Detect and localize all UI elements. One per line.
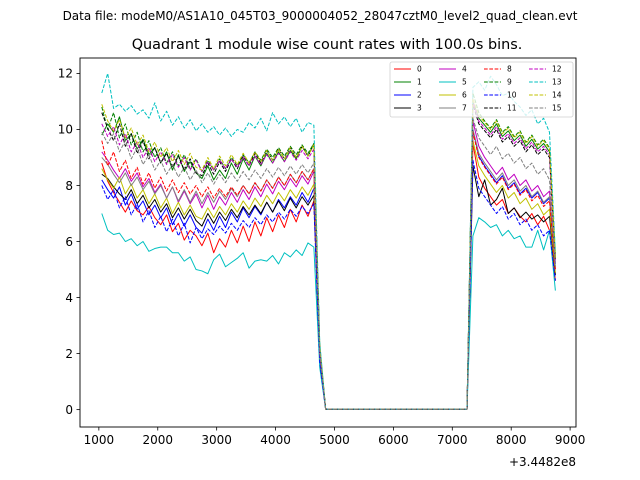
series-line-3 xyxy=(101,165,556,410)
legend-label-12: 12 xyxy=(552,65,562,74)
series-line-8 xyxy=(101,131,556,410)
series-line-1 xyxy=(101,100,556,410)
series-layer xyxy=(101,72,556,410)
x-tick-label: 1000 xyxy=(84,433,115,447)
series-line-14 xyxy=(101,98,556,410)
series-line-9 xyxy=(101,92,556,410)
legend-frame xyxy=(389,61,574,118)
legend-label-15: 15 xyxy=(552,104,562,113)
legend-label-8: 8 xyxy=(507,65,512,74)
legend-label-0: 0 xyxy=(417,65,422,74)
x-tick-label: 2000 xyxy=(142,433,173,447)
series-line-15 xyxy=(101,117,556,410)
legend-label-1: 1 xyxy=(417,78,422,87)
y-tick-label: 0 xyxy=(65,403,73,417)
x-tick-label: 7000 xyxy=(437,433,468,447)
legend-label-11: 11 xyxy=(507,104,517,113)
series-line-5 xyxy=(101,213,556,410)
legend-label-2: 2 xyxy=(417,91,422,100)
series-line-6 xyxy=(101,140,556,410)
series-line-11 xyxy=(101,103,556,410)
axes-layer: 1000 2000 3000 4000 5000 6000 7000 8000 9000 0 2 4 6… xyxy=(58,67,586,447)
legend-label-5: 5 xyxy=(462,78,467,87)
y-tick-label: 8 xyxy=(65,179,73,193)
y-tick-label: 12 xyxy=(58,67,73,81)
plot-frame xyxy=(79,57,577,428)
y-tick-label: 4 xyxy=(65,291,73,305)
legend-label-9: 9 xyxy=(507,78,512,87)
legend-label-14: 14 xyxy=(552,91,562,100)
series-line-0 xyxy=(101,142,556,410)
legend-label-10: 10 xyxy=(507,91,517,100)
chart-suptitle: Data file: modeM0/AS1A10_045T03_90000040… xyxy=(63,9,578,23)
y-tick-label: 10 xyxy=(58,123,73,137)
series-line-4 xyxy=(101,120,556,410)
x-tick-label: 3000 xyxy=(201,433,232,447)
x-offset-label: +3.4482e8 xyxy=(509,455,576,469)
series-line-12 xyxy=(101,100,556,410)
chart-title: Quadrant 1 module wise count rates with … xyxy=(132,37,523,53)
series-line-10 xyxy=(101,159,556,410)
legend-label-3: 3 xyxy=(417,104,422,113)
legend-label-6: 6 xyxy=(462,91,467,100)
legend-label-13: 13 xyxy=(552,78,562,87)
x-tick-label: 6000 xyxy=(378,433,409,447)
x-tick-label: 4000 xyxy=(260,433,291,447)
x-tick-label: 5000 xyxy=(319,433,350,447)
y-tick-label: 2 xyxy=(65,347,73,361)
legend-label-7: 7 xyxy=(462,104,467,113)
y-tick-label: 6 xyxy=(65,235,73,249)
x-tick-label: 8000 xyxy=(496,433,527,447)
legend-label-4: 4 xyxy=(462,65,467,74)
x-tick-label: 9000 xyxy=(555,433,586,447)
